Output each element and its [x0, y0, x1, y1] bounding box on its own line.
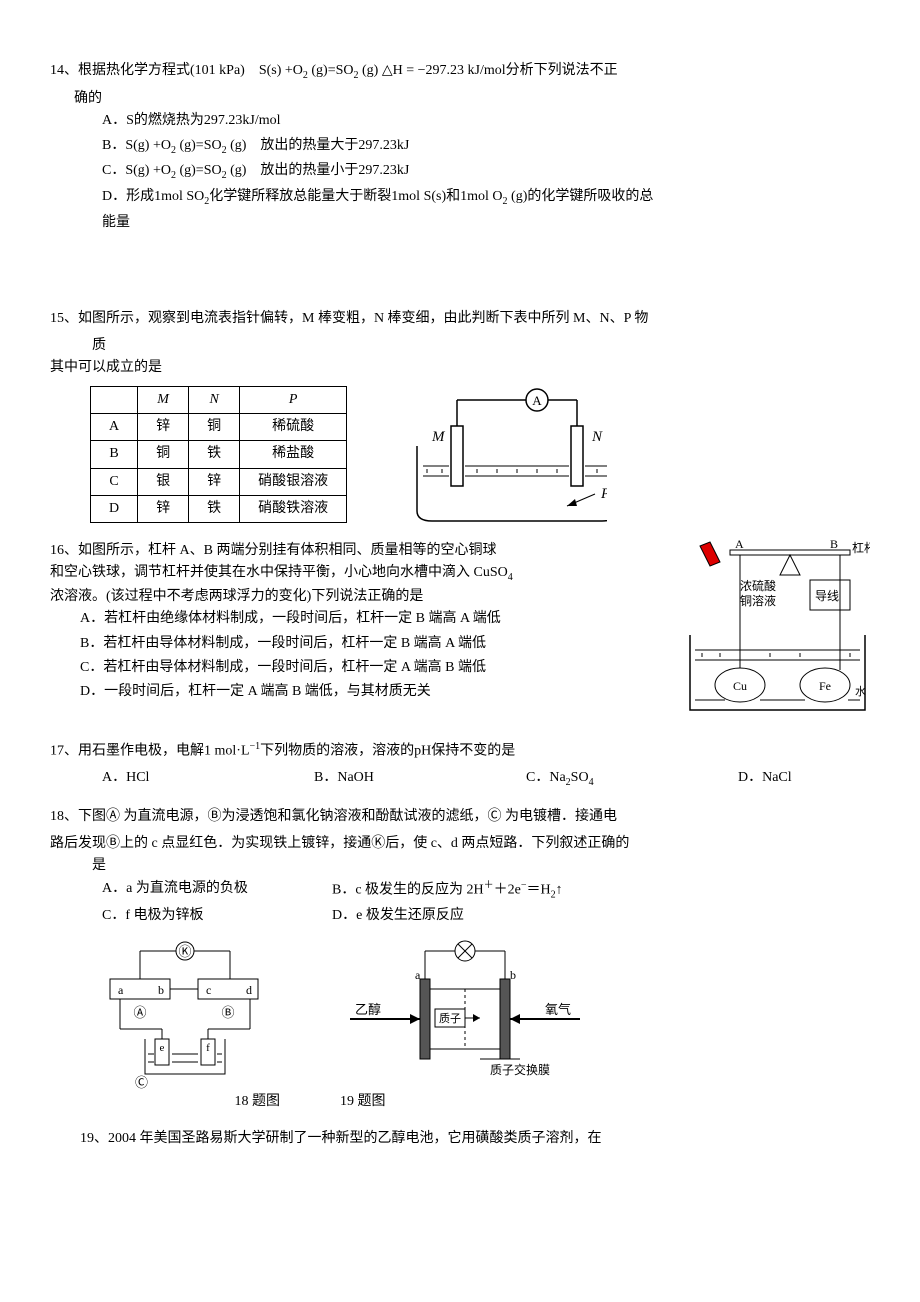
question-15: 15、如图所示，观察到电流表指针偏转，M 棒变粗，N 棒变细，由此判断下表中所列…	[50, 308, 870, 525]
q15-stem: 15、如图所示，观察到电流表指针偏转，M 棒变粗，N 棒变细，由此判断下表中所列…	[50, 308, 870, 330]
svg-text:乙醇: 乙醇	[355, 1002, 381, 1017]
svg-text:Cu: Cu	[733, 679, 747, 693]
svg-text:质子: 质子	[439, 1012, 461, 1025]
svg-text:水: 水	[855, 685, 866, 698]
svg-text:a: a	[118, 983, 124, 997]
svg-text:Ⓚ: Ⓚ	[178, 944, 191, 959]
svg-text:f: f	[206, 1042, 210, 1054]
q14-opt-c: C．S(g) +O2 (g)=SO2 (g) 放出的热量小于297.23kJ	[102, 160, 870, 184]
svg-text:A: A	[735, 540, 744, 551]
question-16: 16、如图所示，杠杆 A、B 两端分别挂有体积相同、质量相等的空心铜球 和空心铁…	[50, 540, 870, 725]
svg-text:导线: 导线	[815, 589, 839, 603]
q16-line3: 浓溶液。(该过程中不考虑两球浮力的变化)下列说法正确的是	[50, 586, 670, 608]
question-14: 14、根据热化学方程式(101 kPa) S(s) +O2 (g)=SO2 (g…	[50, 60, 870, 234]
spacer	[50, 248, 870, 278]
q16-opt-b: B．若杠杆由导体材料制成，一段时间后，杠杆一定 B 端高 A 端低	[80, 633, 670, 655]
q18-opts-row2: C．f 电极为锌板 D．e 极发生还原反应	[102, 905, 870, 929]
table-row: C银锌硝酸银溶液	[91, 468, 347, 495]
q14-opt-a: A．S的燃烧热为297.23kJ/mol	[102, 110, 870, 132]
svg-text:氧气: 氧气	[545, 1002, 571, 1017]
fig19-diagram: a b 乙醇 氧气 质子 质子交换膜	[340, 939, 590, 1089]
q16-text: 16、如图所示，杠杆 A、B 两端分别挂有体积相同、质量相等的空心铜球 和空心铁…	[50, 540, 670, 706]
svg-text:B: B	[830, 540, 838, 551]
q18-opt-b: B．c 极发生的反应为 2H＋＋2e−＝H2↑	[332, 878, 563, 903]
q14-opt-b: B．S(g) +O2 (g)=SO2 (g) 放出的热量大于297.23kJ	[102, 135, 870, 159]
q17-opt-b: B．NaOH	[314, 767, 446, 791]
svg-text:d: d	[246, 983, 252, 997]
q14-options: A．S的燃烧热为297.23kJ/mol B．S(g) +O2 (g)=SO2 …	[50, 110, 870, 234]
q15-body: M N P A锌铜稀硫酸 B铜铁稀盐酸 C银锌硝酸银溶液 D锌铁硝酸铁溶液 A …	[90, 386, 870, 526]
q18-stem2: 路后发现Ⓑ上的 c 点显红色．为实现铁上镀锌，接通Ⓚ后，使 c、d 两点短路．下…	[50, 833, 870, 855]
q17-options: A．HCl B．NaOH C．Na2SO4 D．NaCl	[50, 767, 870, 793]
svg-text:e: e	[160, 1042, 165, 1054]
fig18-diagram: Ⓚ a b c d Ⓐ Ⓑ	[90, 939, 280, 1089]
q16-opt-a: A．若杠杆由绝缘体材料制成，一段时间后，杠杆一定 B 端高 A 端低	[80, 608, 670, 630]
svg-text:质子交换膜: 质子交换膜	[490, 1062, 550, 1077]
svg-text:b: b	[158, 983, 164, 997]
q17-opt-c: C．Na2SO4	[526, 767, 658, 791]
table-row: B铜铁稀盐酸	[91, 441, 347, 468]
q17-opt-a: A．HCl	[102, 767, 234, 791]
svg-text:杠杆: 杠杆	[852, 540, 870, 555]
fig18-caption: 18 题图	[90, 1091, 280, 1113]
q15-table: M N P A锌铜稀硫酸 B铜铁稀盐酸 C银锌硝酸银溶液 D锌铁硝酸铁溶液	[90, 386, 347, 524]
fig19-wrap: a b 乙醇 氧气 质子 质子交换膜 19 题图	[340, 939, 590, 1113]
q18-opt-a: A．a 为直流电源的负极	[102, 878, 332, 903]
question-17: 17、用石墨作电极，电解1 mol·L−1下列物质的溶液，溶液的pH保持不变的是…	[50, 739, 870, 793]
q18-figures: Ⓚ a b c d Ⓐ Ⓑ	[90, 939, 870, 1113]
q15-stem2: 其中可以成立的是	[50, 357, 870, 379]
svg-text:c: c	[206, 983, 211, 997]
q15-num: 15、	[50, 311, 78, 326]
table-row: M N P	[91, 386, 347, 413]
q16-line2: 和空心铁球，调节杠杆并使其在水中保持平衡，小心地向水槽中滴入 CuSO4	[50, 562, 670, 586]
svg-text:铜溶液: 铜溶液	[740, 593, 776, 608]
svg-text:A: A	[532, 393, 542, 408]
q18-stem1: 18、下图Ⓐ 为直流电源，Ⓑ为浸透饱和氯化钠溶液和酚酞试液的滤纸，Ⓒ 为电镀槽．…	[50, 806, 870, 828]
svg-text:P: P	[600, 486, 607, 502]
svg-text:b: b	[510, 968, 516, 982]
question-19: 19、2004 年美国圣路易斯大学研制了一种新型的乙醇电池，它用磺酸类质子溶剂，…	[50, 1128, 870, 1150]
q18-opt-d: D．e 极发生还原反应	[332, 905, 464, 927]
q16-line1: 16、如图所示，杠杆 A、B 两端分别挂有体积相同、质量相等的空心铜球	[50, 540, 670, 562]
fig19-caption: 19 题图	[340, 1091, 590, 1113]
q16-opt-c: C．若杠杆由导体材料制成，一段时间后，杠杆一定 A 端高 B 端低	[80, 657, 670, 679]
q14-stem: 14、根据热化学方程式(101 kPa) S(s) +O2 (g)=SO2 (g…	[50, 60, 870, 84]
table-row: D锌铁硝酸铁溶液	[91, 496, 347, 523]
svg-text:N: N	[591, 429, 603, 445]
fig18-wrap: Ⓚ a b c d Ⓐ Ⓑ	[90, 939, 280, 1113]
q18-opts-row1: A．a 为直流电源的负极 B．c 极发生的反应为 2H＋＋2e−＝H2↑	[102, 878, 870, 905]
svg-text:Ⓑ: Ⓑ	[221, 1005, 234, 1020]
svg-text:M: M	[431, 429, 446, 445]
question-18: 18、下图Ⓐ 为直流电源，Ⓑ为浸透饱和氯化钠溶液和酚酞试液的滤纸，Ⓒ 为电镀槽．…	[50, 806, 870, 1113]
q15-circuit-diagram: A M N P	[387, 386, 607, 526]
svg-text:Ⓒ: Ⓒ	[135, 1075, 148, 1089]
q18-options: A．a 为直流电源的负极 B．c 极发生的反应为 2H＋＋2e−＝H2↑ C．f…	[50, 878, 870, 930]
q15-stem-cont: 质	[50, 335, 870, 357]
q14-opt-d: D．形成1mol SO2化学键所释放总能量大于断裂1mol S(s)和1mol …	[102, 186, 870, 210]
svg-text:浓硫酸: 浓硫酸	[740, 578, 776, 593]
q14-stem-cont: 确的	[50, 88, 870, 110]
q17-opt-d: D．NaCl	[738, 767, 870, 791]
svg-text:Ⓐ: Ⓐ	[133, 1005, 146, 1020]
table-row: A锌铜稀硫酸	[91, 413, 347, 440]
q16-opt-d: D．一段时间后，杠杆一定 A 端高 B 端低，与其材质无关	[80, 681, 670, 703]
spacer	[50, 278, 870, 308]
q14-opt-d-cont: 能量	[102, 212, 870, 234]
q18-opt-c: C．f 电极为锌板	[102, 905, 332, 927]
q14-num: 14、	[50, 63, 78, 78]
q16-options: A．若杠杆由绝缘体材料制成，一段时间后，杠杆一定 B 端高 A 端低 B．若杠杆…	[50, 608, 670, 704]
q18-stem3: 是	[50, 855, 870, 877]
q16-diagram: A B 杠杆 浓硫酸 铜溶液 导线 Cu Fe 水	[680, 540, 870, 725]
svg-text:Fe: Fe	[819, 679, 831, 693]
q17-stem: 17、用石墨作电极，电解1 mol·L−1下列物质的溶液，溶液的pH保持不变的是	[50, 739, 870, 763]
